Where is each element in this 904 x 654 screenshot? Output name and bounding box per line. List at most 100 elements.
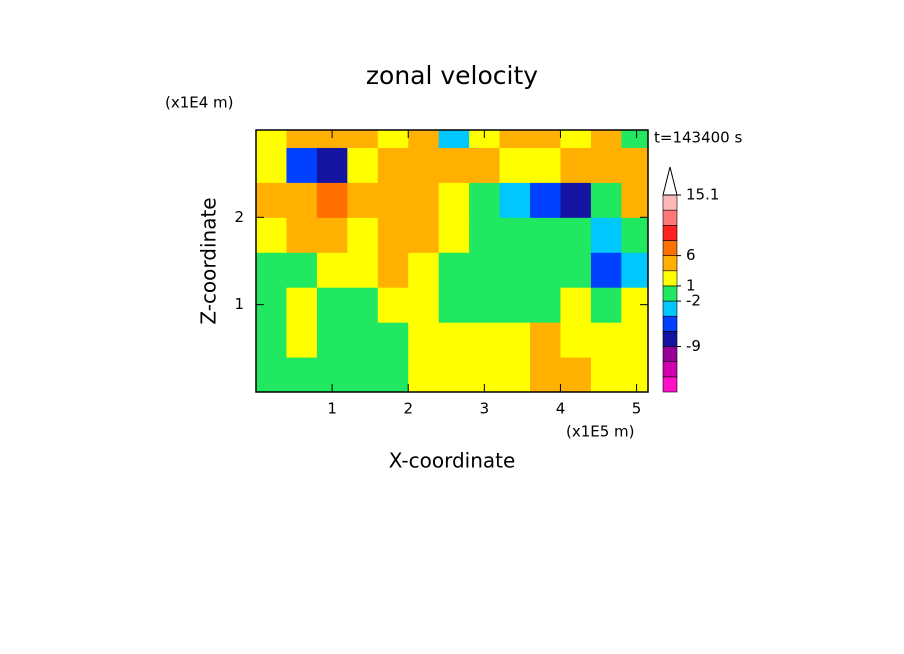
field-cell <box>469 322 501 358</box>
field-cell <box>408 182 440 218</box>
field-cell <box>499 252 531 288</box>
field-cell <box>408 252 440 288</box>
field-cell <box>316 287 348 323</box>
field-cell <box>621 182 648 218</box>
field-cell <box>469 130 501 148</box>
field-cell <box>316 217 348 253</box>
field-cell <box>377 287 409 323</box>
field-cell <box>347 357 379 392</box>
field-cell <box>469 147 501 183</box>
field-cell <box>377 217 409 253</box>
colorbar-segment <box>662 209 678 226</box>
field-cell <box>469 217 501 253</box>
field-cell <box>590 357 622 392</box>
field-cell <box>316 182 348 218</box>
field-cell <box>530 252 561 288</box>
x-tick-label: 1 <box>327 400 337 418</box>
field-cell <box>590 147 622 183</box>
field-cell <box>499 182 531 218</box>
field-cell <box>286 182 318 218</box>
field-cell <box>530 322 561 358</box>
field-cell <box>408 130 440 148</box>
field-cell <box>560 182 592 218</box>
field-cell <box>438 322 470 358</box>
field-cell <box>530 130 561 148</box>
field-cell <box>408 357 440 392</box>
field-cell <box>347 322 379 358</box>
field-cell <box>590 252 622 288</box>
x-tick-label: 3 <box>480 400 490 418</box>
field-cell <box>377 182 409 218</box>
field-cell <box>530 182 561 218</box>
colorbar-segment <box>662 225 678 241</box>
field-cell <box>621 357 648 392</box>
field-cell <box>438 182 470 218</box>
field-cell <box>469 252 501 288</box>
plot-frame <box>255 129 649 393</box>
field-cell <box>256 322 287 358</box>
field-cell <box>530 147 561 183</box>
field-cell <box>560 252 592 288</box>
field <box>256 130 648 392</box>
field-cell <box>530 357 561 392</box>
field-cell <box>256 130 287 148</box>
colorbar-segment <box>662 376 678 393</box>
field-cell <box>256 147 287 183</box>
y-unit: (x1E4 m) <box>165 94 234 112</box>
colorbar-segment <box>662 270 678 287</box>
field-cell <box>377 130 409 148</box>
field-cell <box>469 182 501 218</box>
field-cell <box>530 287 561 323</box>
field-cell <box>408 217 440 253</box>
field-cell <box>560 287 592 323</box>
field-cell <box>316 130 348 148</box>
field-cell <box>316 147 348 183</box>
colorbar-label: -9 <box>686 337 701 355</box>
field-cell <box>408 287 440 323</box>
colorbar-segment <box>662 300 678 317</box>
field-cell <box>377 147 409 183</box>
field-cell <box>408 322 440 358</box>
y-tick-label: 1 <box>234 295 244 313</box>
x-axis-label: X-coordinate <box>389 449 516 473</box>
colorbar-segment <box>662 331 678 347</box>
field-cell <box>286 147 318 183</box>
field-cell <box>286 287 318 323</box>
field-cell <box>590 287 622 323</box>
colorbar-segment <box>662 194 678 211</box>
field-cell <box>560 357 592 392</box>
field-cell <box>621 217 648 253</box>
field-cell <box>438 252 470 288</box>
colorbar-segment <box>662 346 678 362</box>
x-tick-label: 5 <box>632 400 642 418</box>
field-cell <box>590 217 622 253</box>
field-cell <box>590 130 622 148</box>
colorbar-segment <box>662 255 678 272</box>
field-cell <box>438 217 470 253</box>
field-cell <box>256 252 287 288</box>
chart-title: zonal velocity <box>366 61 538 90</box>
field-cell <box>256 357 287 392</box>
field-cell <box>530 217 561 253</box>
field-cell <box>469 287 501 323</box>
colorbar-label: 1 <box>686 276 696 294</box>
field-cell <box>347 287 379 323</box>
field-cell <box>499 322 531 358</box>
field-cell <box>438 357 470 392</box>
field-cell <box>499 217 531 253</box>
colorbar-extension <box>662 166 678 196</box>
field-cell <box>621 130 648 148</box>
field-cell <box>560 147 592 183</box>
field-cell <box>347 147 379 183</box>
field-cell <box>560 217 592 253</box>
field-cell <box>377 252 409 288</box>
x-tick-label: 4 <box>556 400 566 418</box>
colorbar-label: 15.1 <box>686 186 719 204</box>
field-cell <box>621 147 648 183</box>
y-axis-label: Z-coordinate <box>197 197 221 324</box>
colorbar-segment <box>662 240 678 256</box>
field-cell <box>286 252 318 288</box>
field-cell <box>286 130 318 148</box>
colorbar-segment <box>662 361 678 378</box>
